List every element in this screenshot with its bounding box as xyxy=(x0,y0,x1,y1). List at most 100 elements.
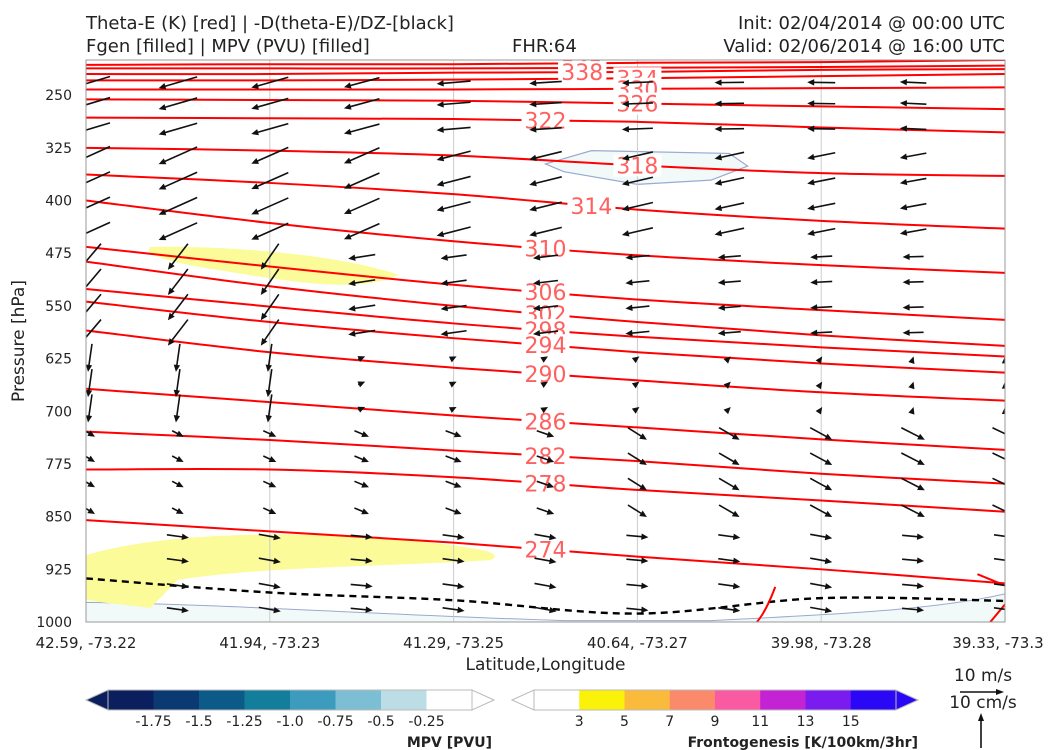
y-tick-label: 400 xyxy=(45,194,72,210)
wind-arrow xyxy=(625,279,650,286)
wind-arrow xyxy=(86,243,102,263)
colorbar-segment xyxy=(108,690,154,710)
wind-arrow xyxy=(442,557,465,564)
wind-arrow xyxy=(899,202,927,211)
wind-arrow xyxy=(807,177,836,186)
theta-e-label: 282 xyxy=(521,444,570,470)
wind-arrow xyxy=(621,100,653,108)
wind-arrow xyxy=(900,504,925,518)
wind-arrow xyxy=(173,343,181,372)
wind-arrow xyxy=(436,150,471,162)
wind-arrow xyxy=(908,406,915,415)
wind-arrow xyxy=(86,196,111,209)
colorbar-tick-label: -1.0 xyxy=(276,714,303,730)
theta-e-line xyxy=(86,86,1005,91)
wind-arrow xyxy=(627,504,647,518)
wind-arrow xyxy=(171,455,184,463)
wind-arrow xyxy=(621,125,653,133)
wind-arrow xyxy=(627,477,647,491)
theta-e-line xyxy=(86,98,1005,111)
colorbar-segment xyxy=(335,690,382,710)
wind-arrow xyxy=(625,329,650,337)
wind-arrow xyxy=(723,356,731,364)
wind-arrow xyxy=(902,304,924,311)
wind-arrow xyxy=(993,607,1005,611)
wind-arrow xyxy=(343,222,380,240)
wind-arrow xyxy=(440,329,467,337)
wind-arrow xyxy=(158,76,198,90)
colorbar-tick-label: 13 xyxy=(797,714,815,730)
mpv-colorbar: -1.75 -1.5 -1.25 -1.0 -0.75 -0.5 -0.25 MPV [PVU… xyxy=(84,689,496,750)
wind-arrow xyxy=(166,582,189,590)
wind-arrow xyxy=(529,150,562,161)
wind-arrow xyxy=(717,304,741,311)
wind-arrow xyxy=(621,151,654,161)
plot-frame xyxy=(85,59,1006,623)
wind-arrow xyxy=(86,369,93,398)
colorbar-segment xyxy=(199,690,245,710)
wind-arrow xyxy=(631,406,640,414)
theta-e-line xyxy=(86,146,1005,177)
theta-e-line xyxy=(86,173,1005,230)
wind-arrow xyxy=(908,381,915,390)
colorbar-segment xyxy=(153,690,200,710)
wind-arrow xyxy=(265,343,273,372)
wind-arrow xyxy=(167,243,189,270)
colorbar-segment xyxy=(534,690,580,710)
wind-arrows xyxy=(86,75,1005,614)
y-tick-label: 475 xyxy=(45,246,72,262)
wind-arrow xyxy=(899,78,927,86)
wind-arrow xyxy=(908,356,915,365)
wind-arrow xyxy=(899,125,927,132)
wind-arrow xyxy=(536,429,555,438)
wind-arrow xyxy=(167,319,189,346)
wind-arrow xyxy=(258,533,281,541)
wind-arrow xyxy=(86,268,102,288)
colorbar-tick-label: 3 xyxy=(575,714,584,730)
wind-arrow xyxy=(262,507,277,515)
colorbar-segment xyxy=(805,690,852,710)
x-tick-label: 40.64, -73.27 xyxy=(587,634,688,652)
wind-arrow xyxy=(86,221,111,235)
y-tick-label: 325 xyxy=(45,141,72,157)
wind-arrow xyxy=(540,381,548,388)
wind-arrow xyxy=(1001,356,1005,364)
wind-arrow xyxy=(436,80,471,87)
wind-arrow xyxy=(86,394,93,423)
wind-arrow xyxy=(251,122,289,136)
svg-text:318: 318 xyxy=(616,154,658,179)
wind-arrow xyxy=(258,606,281,614)
wind-arrow xyxy=(251,171,289,190)
wind-arrow xyxy=(350,582,373,590)
wind-arrow xyxy=(810,582,833,590)
wind-arrow xyxy=(445,455,462,463)
theta-e-label: 274 xyxy=(521,538,570,564)
wind-arrow xyxy=(166,606,189,614)
wind-ref-vertical-label: 10 cm/s xyxy=(949,693,1017,713)
wind-arrow xyxy=(626,557,649,564)
wind-arrow xyxy=(158,222,198,241)
wind-arrow xyxy=(445,507,462,515)
wind-arrow xyxy=(810,533,833,541)
colorbar-segment xyxy=(381,690,427,710)
colorbar-segment xyxy=(244,690,291,710)
wind-arrow xyxy=(171,480,184,488)
colorbar-segment xyxy=(850,690,897,710)
wind-arrow xyxy=(86,96,111,106)
svg-text:306: 306 xyxy=(525,281,567,306)
wind-arrow xyxy=(540,356,548,363)
wind-arrow xyxy=(631,381,640,389)
colorbar-segment xyxy=(760,690,806,710)
y-tick-label: 250 xyxy=(45,88,72,104)
wind-arrow xyxy=(621,227,654,237)
wind-arrow xyxy=(86,293,102,314)
wind-arrow xyxy=(714,100,745,107)
x-tick-label: 39.98, -73.28 xyxy=(771,634,872,652)
y-tick-label: 1000 xyxy=(36,615,72,631)
theta-e-label: 326 xyxy=(613,92,662,118)
wind-arrow xyxy=(717,279,741,286)
wind-arrow xyxy=(902,253,924,260)
wind-arrow xyxy=(533,304,559,312)
wind-arrow xyxy=(350,557,373,564)
wind-arrow xyxy=(540,406,548,414)
